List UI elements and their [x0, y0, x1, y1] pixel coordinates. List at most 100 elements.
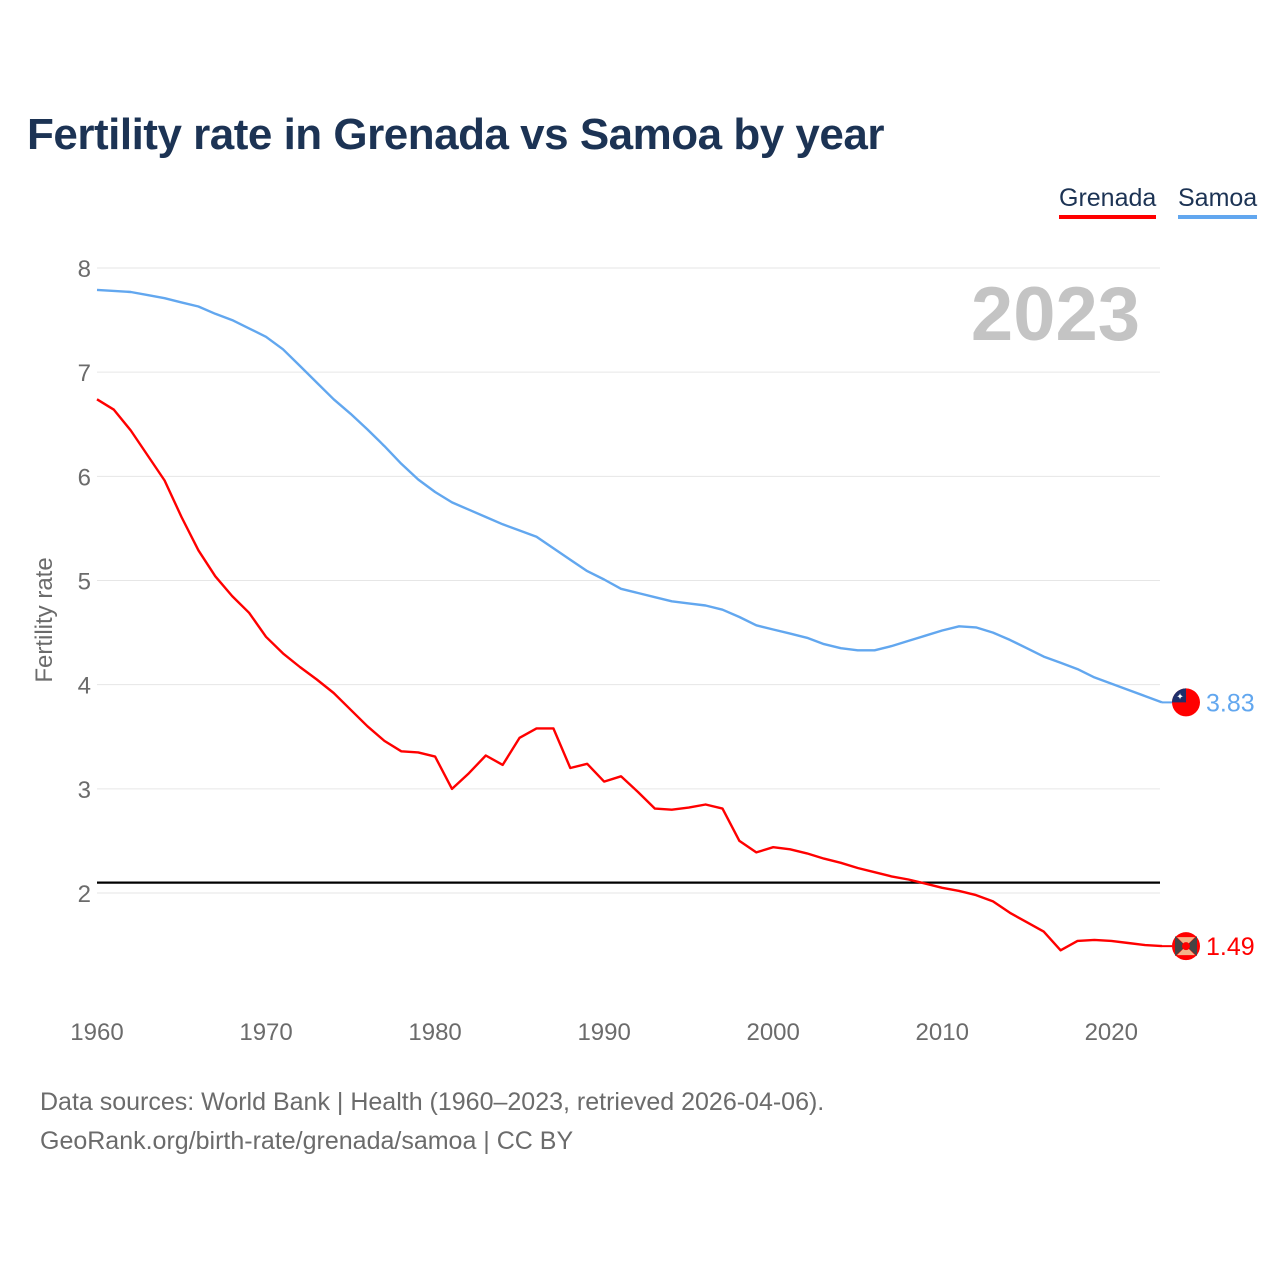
data-point-samoa — [789, 632, 792, 635]
data-point-grenada — [924, 882, 927, 885]
data-point-grenada — [1110, 939, 1113, 942]
data-point-grenada — [772, 846, 775, 849]
data-point-grenada — [129, 429, 132, 432]
data-point-samoa — [96, 288, 99, 291]
data-point-samoa — [518, 529, 521, 532]
y-axis-label: Fertility rate — [31, 557, 58, 682]
legend-samoa[interactable]: Samoa — [1178, 184, 1258, 219]
year-watermark: 2023 — [971, 272, 1140, 357]
data-point-samoa — [687, 602, 690, 605]
data-point-grenada — [467, 772, 470, 775]
data-point-grenada — [298, 665, 301, 668]
y-tick-label: 6 — [78, 464, 91, 491]
x-tick-label: 2000 — [746, 1019, 799, 1046]
data-point-grenada — [231, 595, 234, 598]
y-tick-label: 8 — [78, 256, 91, 283]
data-point-grenada — [332, 692, 335, 695]
data-point-grenada — [789, 848, 792, 851]
data-point-grenada — [1025, 921, 1028, 924]
data-point-grenada — [281, 652, 284, 655]
data-point-grenada — [1008, 911, 1011, 914]
data-point-grenada — [653, 807, 656, 810]
data-point-grenada — [248, 611, 251, 614]
data-point-samoa — [332, 398, 335, 401]
y-tick-label: 2 — [78, 881, 91, 908]
data-point-samoa — [636, 592, 639, 595]
series-line-samoa — [96, 288, 1163, 704]
data-point-grenada — [96, 398, 99, 401]
x-tick-label: 1990 — [577, 1019, 630, 1046]
data-point-grenada — [873, 871, 876, 874]
end-value-label-samoa: 3.83 — [1206, 689, 1255, 717]
data-point-grenada — [518, 736, 521, 739]
data-point-samoa — [1059, 661, 1062, 664]
data-point-samoa — [586, 570, 589, 573]
data-point-samoa — [856, 649, 859, 652]
data-point-samoa — [298, 364, 301, 367]
data-point-grenada — [366, 725, 369, 728]
data-point-grenada — [214, 575, 217, 578]
data-point-grenada — [991, 900, 994, 903]
samoa-flag-stars: ✦ — [1176, 691, 1184, 701]
data-point-grenada — [755, 851, 758, 854]
data-point-grenada — [586, 762, 589, 765]
data-point-samoa — [281, 348, 284, 351]
data-point-samoa — [265, 335, 268, 338]
data-point-samoa — [163, 297, 166, 300]
data-point-samoa — [197, 305, 200, 308]
data-point-grenada — [451, 787, 454, 790]
data-point-grenada — [112, 408, 115, 411]
y-tick-label: 7 — [78, 360, 91, 387]
data-point-grenada — [670, 808, 673, 811]
data-point-samoa — [890, 645, 893, 648]
data-point-grenada — [265, 635, 268, 638]
chart-title: Fertility rate in Grenada vs Samoa by ye… — [27, 110, 884, 159]
data-point-samoa — [1127, 688, 1130, 691]
data-point-samoa — [417, 478, 420, 481]
data-point-grenada — [958, 889, 961, 892]
data-point-samoa — [400, 462, 403, 465]
data-point-samoa — [1008, 638, 1011, 641]
data-point-grenada — [822, 857, 825, 860]
data-point-samoa — [366, 428, 369, 431]
footer-sources: Data sources: World Bank | Health (1960–… — [40, 1088, 825, 1116]
data-point-samoa — [738, 615, 741, 618]
data-point-grenada — [975, 894, 978, 897]
legend-grenada[interactable]: Grenada — [1059, 184, 1157, 219]
y-tick-label: 5 — [78, 569, 91, 596]
data-point-samoa — [958, 625, 961, 628]
footer-link[interactable]: GeoRank.org/birth-rate/grenada/samoa | C… — [40, 1127, 574, 1155]
data-point-grenada — [484, 754, 487, 757]
data-point-samoa — [451, 501, 454, 504]
data-point-samoa — [146, 294, 149, 297]
data-point-grenada — [1127, 942, 1130, 945]
data-point-grenada — [1059, 949, 1062, 952]
data-point-samoa — [552, 547, 555, 550]
data-point-samoa — [1144, 695, 1147, 698]
data-point-grenada — [1144, 944, 1147, 947]
data-point-samoa — [907, 639, 910, 642]
data-point-samoa — [924, 634, 927, 637]
data-point-samoa — [1093, 676, 1096, 679]
data-point-samoa — [1110, 682, 1113, 685]
data-point-grenada — [552, 727, 555, 730]
end-value-label-grenada: 1.49 — [1206, 933, 1255, 961]
data-point-samoa — [180, 301, 183, 304]
data-point-grenada — [535, 727, 538, 730]
data-point-samoa — [653, 596, 656, 599]
data-point-grenada — [417, 751, 420, 754]
data-point-grenada — [890, 875, 893, 878]
data-point-grenada — [738, 839, 741, 842]
samoa-flag-canton — [1172, 688, 1186, 703]
data-point-grenada — [1042, 930, 1045, 933]
data-point-grenada — [434, 755, 437, 758]
data-point-samoa — [991, 631, 994, 634]
data-point-samoa — [1025, 647, 1028, 650]
data-point-grenada — [400, 750, 403, 753]
data-point-samoa — [975, 626, 978, 629]
data-point-samoa — [1042, 655, 1045, 658]
data-point-samoa — [248, 327, 251, 330]
data-point-samoa — [670, 600, 673, 603]
data-point-samoa — [941, 629, 944, 632]
